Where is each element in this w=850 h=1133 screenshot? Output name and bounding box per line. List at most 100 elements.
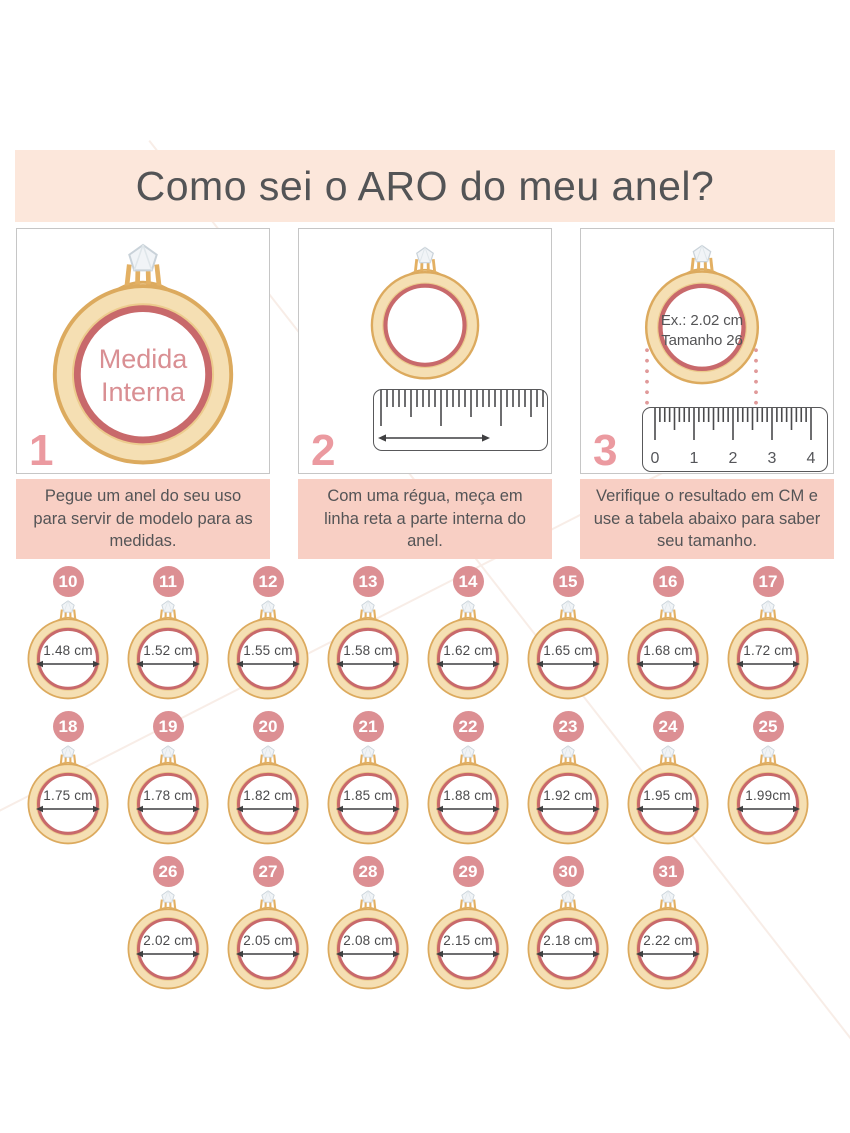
ring-illustration-small: 2.05 cm: [224, 889, 312, 991]
gold-ring-icon: [124, 889, 212, 991]
step-caption-3: Verifique o resultado em CM e use a tabe…: [580, 479, 834, 559]
step-box-1: Medida Interna 1: [16, 228, 270, 474]
size-cell-26: 26 2.02 cm: [118, 856, 218, 991]
gold-ring-icon: [324, 599, 412, 701]
size-badge: 14: [452, 566, 484, 597]
ruler-icon: [373, 389, 548, 451]
ring-illustration-small: 1.58 cm: [324, 599, 412, 701]
size-badge: 28: [352, 856, 384, 887]
diameter-label: 1.58 cm: [343, 643, 393, 658]
gold-ring-icon: [124, 744, 212, 846]
diameter-arrow: [636, 660, 700, 668]
size-cell-27: 27 2.05 cm: [218, 856, 318, 991]
dotted-guide-left: [645, 348, 649, 407]
diameter-label: 1.62 cm: [443, 643, 493, 658]
size-cell-18: 18 1.75 cm: [18, 711, 118, 846]
diameter-measure: 2.05 cm: [224, 933, 312, 959]
gold-ring-icon: [24, 744, 112, 846]
size-number: 22: [458, 716, 478, 736]
ring-illustration-medium: [366, 245, 484, 382]
gold-ring-icon: [624, 889, 712, 991]
diameter-label: 1.82 cm: [243, 788, 293, 803]
gold-ring-icon: [324, 889, 412, 991]
step-caption-1: Pegue um anel do seu uso para servir de …: [16, 479, 270, 559]
size-badge: 24: [652, 711, 684, 742]
size-badge: 16: [652, 566, 684, 597]
size-cell-13: 13 1.58 cm: [318, 566, 418, 701]
ruler-number: 3: [767, 450, 777, 467]
ruler-number: 1: [689, 450, 699, 467]
ring-illustration-small: 1.65 cm: [524, 599, 612, 701]
dotted-guide-right: [754, 348, 758, 407]
size-number: 28: [358, 861, 378, 881]
diameter-measure: 1.99cm: [724, 788, 812, 814]
gold-ring-icon: [224, 599, 312, 701]
diameter-label: 2.22 cm: [643, 933, 693, 948]
ring-illustration-small: 1.99cm: [724, 744, 812, 846]
ruler-icon: 0 1 2 3 4: [642, 407, 828, 472]
ring-illustration-small: 1.68 cm: [624, 599, 712, 701]
diameter-measure: 1.85 cm: [324, 788, 412, 814]
inner-measure-label: Medida Interna: [45, 343, 241, 410]
size-cell-31: 31 2.22 cm: [618, 856, 718, 991]
gold-ring-icon: [424, 744, 512, 846]
diameter-arrow: [136, 950, 200, 958]
gold-ring-icon: [45, 241, 241, 468]
diameter-label: 1.72 cm: [743, 643, 793, 658]
size-cell-29: 29 2.15 cm: [418, 856, 518, 991]
size-number: 20: [258, 716, 278, 736]
example-label: Ex.: 2.02 cm Tamanho 26: [640, 311, 764, 352]
ring-illustration-small: 1.82 cm: [224, 744, 312, 846]
diameter-arrow: [636, 950, 700, 958]
diameter-label: 1.48 cm: [43, 643, 93, 658]
gold-ring-icon: [524, 744, 612, 846]
size-badge: 10: [52, 566, 84, 597]
size-number: 10: [58, 571, 78, 591]
title-banner: Como sei o ARO do meu anel?: [15, 150, 835, 222]
diameter-arrow: [136, 660, 200, 668]
ring-illustration-small: 1.78 cm: [124, 744, 212, 846]
example-measure: Ex.: 2.02 cm: [660, 312, 744, 329]
ruler-ticks: [378, 390, 544, 442]
ring-illustration-large: Medida Interna: [45, 241, 241, 468]
size-cell-14: 14 1.62 cm: [418, 566, 518, 701]
diameter-measure: 1.62 cm: [424, 643, 512, 669]
diameter-arrow: [736, 805, 800, 813]
size-cell-22: 22 1.88 cm: [418, 711, 518, 846]
size-badge: 15: [552, 566, 584, 597]
inner-measure-line1: Medida: [98, 344, 188, 374]
size-badge: 27: [252, 856, 284, 887]
diameter-measure: 2.15 cm: [424, 933, 512, 959]
diameter-arrow: [436, 950, 500, 958]
diameter-measure: 2.22 cm: [624, 933, 712, 959]
size-cell-19: 19 1.78 cm: [118, 711, 218, 846]
step-number-1: 1: [29, 426, 54, 475]
ring-illustration-small: 2.22 cm: [624, 889, 712, 991]
gold-ring-icon: [624, 599, 712, 701]
diameter-arrow: [336, 660, 400, 668]
diameter-label: 2.18 cm: [543, 933, 593, 948]
gold-ring-icon: [324, 744, 412, 846]
diameter-label: 1.65 cm: [543, 643, 593, 658]
diameter-label: 1.78 cm: [143, 788, 193, 803]
size-badge: 13: [352, 566, 384, 597]
inner-measure-line2: Interna: [100, 377, 186, 408]
size-number: 18: [58, 716, 78, 736]
size-badge: 11: [152, 566, 184, 597]
size-number: 24: [658, 716, 678, 736]
ring-illustration-small: 1.95 cm: [624, 744, 712, 846]
size-badge: 21: [352, 711, 384, 742]
gold-ring-icon: [724, 599, 812, 701]
diameter-label: 1.88 cm: [443, 788, 493, 803]
diameter-label: 1.99cm: [745, 788, 791, 803]
diameter-measure: 1.48 cm: [24, 643, 112, 669]
size-badge: 25: [752, 711, 784, 742]
step-box-3: Ex.: 2.02 cm Tamanho 26 0 1 2 3 4 3: [580, 228, 834, 474]
ring-illustration-small: 2.18 cm: [524, 889, 612, 991]
diameter-measure: 1.65 cm: [524, 643, 612, 669]
diameter-arrow: [436, 660, 500, 668]
step-caption-2: Com uma régua, meça em linha reta a part…: [298, 479, 552, 559]
ruler-number: 2: [728, 450, 738, 467]
diameter-arrow: [536, 660, 600, 668]
diameter-arrow: [236, 660, 300, 668]
